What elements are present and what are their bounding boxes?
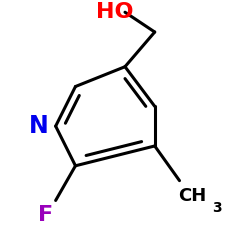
Text: HO: HO [96, 2, 134, 22]
Text: F: F [38, 205, 53, 225]
Text: CH: CH [178, 186, 206, 204]
Text: 3: 3 [212, 201, 222, 215]
Text: N: N [28, 114, 48, 138]
